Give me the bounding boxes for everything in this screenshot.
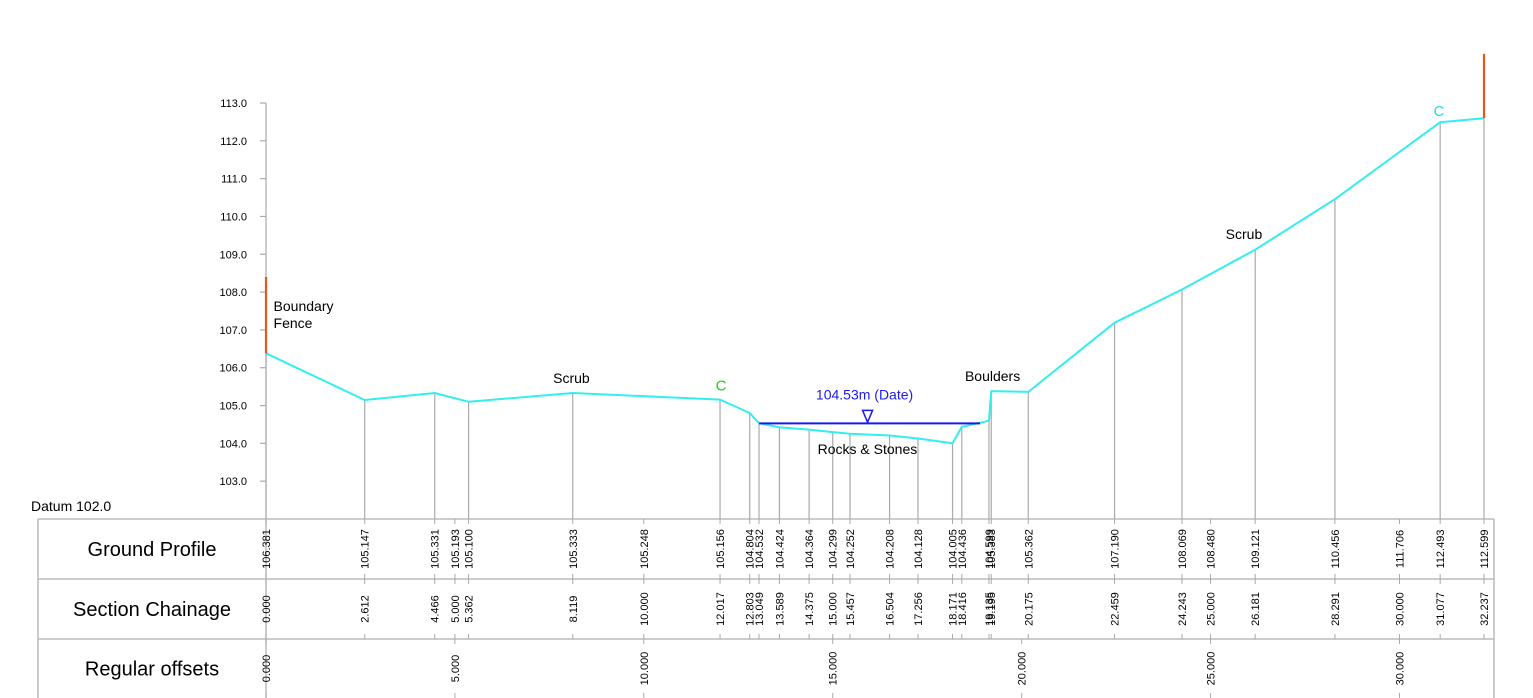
table-cell-value: 25.000 <box>1206 592 1218 626</box>
table-cell-value: 104.005 <box>948 529 960 569</box>
water-level: 104.53m (Date) <box>759 386 981 425</box>
water-level-icon <box>861 409 874 425</box>
table-row-title: Section Chainage <box>73 599 231 621</box>
y-tick-label: 111.0 <box>221 174 247 186</box>
table-cell-value: 18.416 <box>957 592 969 626</box>
table-cell-value: 105.333 <box>568 529 580 569</box>
table-cell-value: 24.243 <box>1177 592 1189 626</box>
table-cell-value: 5.000 <box>450 595 462 623</box>
table-cell-value: 25.000 <box>1206 652 1218 686</box>
table-cell-value: 12.803 <box>745 592 757 626</box>
y-tick-label: 109.0 <box>219 249 247 261</box>
feature-label: Boundary <box>274 298 334 314</box>
table-cell-value: 5.000 <box>450 655 462 683</box>
table-cell-value: 20.000 <box>1017 652 1029 686</box>
table-cell-value: 107.190 <box>1110 529 1122 569</box>
table-cell-value: 8.119 <box>568 596 580 623</box>
feature-label: Boulders <box>965 368 1020 384</box>
data-table: Ground Profile 106.381 105.147 105.331 105.1… <box>37 518 1495 698</box>
table-cell-value: 12.017 <box>715 592 727 626</box>
table-cell-value: 0.000 <box>261 595 273 623</box>
y-tick-label: 108.0 <box>219 287 247 299</box>
y-tick-label: 104.0 <box>219 438 247 450</box>
table-cell-value: 106.381 <box>261 529 273 569</box>
table-cell-value: 112.599 <box>1479 530 1491 569</box>
table-cell-value: 104.599 <box>984 529 996 569</box>
table-cell-value: 10.000 <box>639 592 651 626</box>
table-cell-value: 108.480 <box>1206 529 1218 569</box>
table-cell-value: 31.077 <box>1435 592 1447 626</box>
table-cell-value: 22.459 <box>1110 592 1122 626</box>
table-cell-value: 104.364 <box>804 529 816 569</box>
feature-label: Scrub <box>553 370 590 386</box>
y-tick-label: 110.0 <box>220 211 247 223</box>
table-cell-value: 15.000 <box>828 592 840 626</box>
table-cell-value: 104.532 <box>754 529 766 569</box>
table-cell-value: 104.424 <box>774 529 786 569</box>
ground-profile-line <box>265 117 1485 445</box>
code-marker: C <box>716 377 727 394</box>
table-cell-value: 26.181 <box>1250 592 1262 626</box>
table-cell-value: 105.100 <box>464 529 476 569</box>
table-cell-value: 4.466 <box>430 595 442 623</box>
table-cell-value: 104.436 <box>957 529 969 569</box>
table-cell-value: 13.589 <box>774 592 786 626</box>
feature-label: Scrub <box>1226 226 1263 242</box>
drop-lines <box>265 118 1485 519</box>
table-cell-value: 20.175 <box>1023 592 1035 626</box>
y-axis: 113.0 112.0 111.0 110.0 109.0 108.0 107.0 106.0… <box>219 98 267 519</box>
table-cell-value: 112.493 <box>1435 530 1447 569</box>
table-cell-value: 15.457 <box>845 592 857 626</box>
table-cell-value: 14.375 <box>804 592 816 626</box>
table-cell-value: 30.000 <box>1394 592 1406 626</box>
table-cell-value: 19.195 <box>986 592 998 626</box>
table-cell-value: 28.291 <box>1330 592 1342 626</box>
table-cell-value: 104.252 <box>845 529 857 569</box>
ground-profile <box>264 53 1486 445</box>
table-row-title: Ground Profile <box>88 539 217 561</box>
table-row-title: Regular offsets <box>85 659 219 681</box>
y-tick-label: 112.0 <box>220 136 247 148</box>
table-cell-value: 110.456 <box>1330 530 1342 569</box>
table-cell-value: 104.128 <box>913 529 925 569</box>
table-cell-value: 105.193 <box>450 529 462 569</box>
table-cell-value: 104.804 <box>745 529 757 569</box>
table-cell-value: 17.256 <box>913 592 925 626</box>
y-tick-label: 103.0 <box>219 476 247 488</box>
table-cell-value: 18.171 <box>948 592 960 626</box>
table-cell-value: 5.362 <box>464 595 476 623</box>
table-cell-value: 2.612 <box>360 595 372 623</box>
table-cell-value: 111.706 <box>1394 530 1406 568</box>
feature-label: Rocks & Stones <box>818 441 918 457</box>
y-tick-label: 105.0 <box>219 401 247 413</box>
table-cell-value: 105.331 <box>430 529 442 569</box>
table-cell-value: 104.299 <box>828 529 840 569</box>
table-cell-value: 105.362 <box>1023 529 1035 569</box>
table-cell-value: 104.208 <box>885 529 897 569</box>
water-level-label: 104.53m (Date) <box>816 386 913 402</box>
code-marker: C <box>1433 103 1444 120</box>
table-cell-value: 16.504 <box>885 592 897 626</box>
table-cell-value: 15.000 <box>828 652 840 686</box>
table-cell-value: 105.383 <box>986 529 998 569</box>
table-cell-value: 13.049 <box>754 592 766 626</box>
table-cell-value: 109.121 <box>1250 529 1262 569</box>
feature-label: Fence <box>274 315 313 331</box>
table-cell-value: 105.147 <box>360 529 372 569</box>
table-cell-value: 0.000 <box>261 655 273 683</box>
table-cell-value: 32.237 <box>1479 592 1491 626</box>
table-cell-value: 108.069 <box>1177 529 1189 569</box>
y-tick-label: 107.0 <box>219 325 247 337</box>
datum-label: Datum 102.0 <box>31 498 111 514</box>
table-cell-value: 30.000 <box>1394 652 1406 686</box>
y-tick-label: 106.0 <box>219 363 247 375</box>
table-cell-value: 10.000 <box>639 652 651 686</box>
table-cell-value: 19.135 <box>984 592 996 626</box>
table-cell-value: 105.248 <box>639 529 651 569</box>
y-tick-label: 113.0 <box>220 98 247 110</box>
table-cell-value: 105.156 <box>715 529 727 569</box>
